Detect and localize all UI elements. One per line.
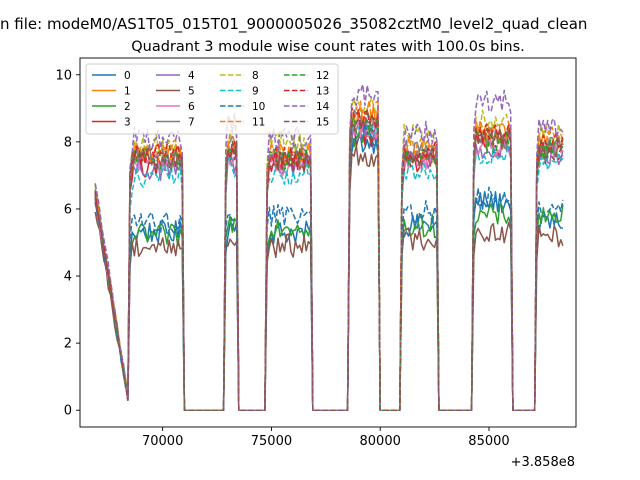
- legend-label-3: 3: [124, 117, 131, 129]
- y-tick-label: 8: [64, 135, 72, 150]
- series-line-14: [94, 83, 564, 411]
- x-offset-label: +3.858e8: [511, 455, 575, 470]
- legend-label-15: 15: [316, 117, 329, 129]
- x-tick-label: 70000: [142, 434, 183, 449]
- plot-lines: [94, 83, 564, 411]
- x-axis: 70000 75000 80000 85000: [142, 427, 510, 449]
- x-tick-label: 75000: [251, 434, 292, 449]
- legend-label-5: 5: [188, 86, 195, 98]
- legend-label-10: 10: [252, 101, 265, 113]
- legend-label-8: 8: [252, 70, 259, 82]
- y-tick-label: 10: [55, 68, 72, 83]
- legend-label-9: 9: [252, 86, 259, 98]
- legend-label-12: 12: [316, 70, 329, 82]
- legend-label-4: 4: [188, 70, 195, 82]
- series-line-13: [94, 106, 564, 411]
- series-line-15: [94, 109, 564, 411]
- legend-label-7: 7: [188, 117, 195, 129]
- x-tick-label: 85000: [468, 434, 509, 449]
- figure-suptitle: n file: modeM0/AS1T05_015T01_9000005026_…: [0, 15, 587, 34]
- axes-frame: [79, 57, 577, 428]
- y-axis: 0 2 4 6 8 10: [55, 68, 80, 419]
- legend-label-13: 13: [316, 86, 329, 98]
- legend-label-0: 0: [124, 70, 131, 82]
- legend-label-6: 6: [188, 101, 195, 113]
- legend-label-11: 11: [252, 117, 265, 129]
- legend-label-14: 14: [316, 101, 330, 113]
- y-tick-label: 0: [64, 404, 72, 419]
- chart-title: Quadrant 3 module wise count rates with …: [131, 39, 525, 55]
- legend-box: [85, 63, 339, 135]
- legend-label-2: 2: [124, 101, 131, 113]
- y-tick-label: 6: [64, 202, 72, 217]
- y-tick-label: 4: [64, 270, 72, 285]
- legend-label-1: 1: [124, 86, 131, 98]
- x-tick-label: 80000: [360, 434, 401, 449]
- y-tick-label: 2: [64, 337, 72, 352]
